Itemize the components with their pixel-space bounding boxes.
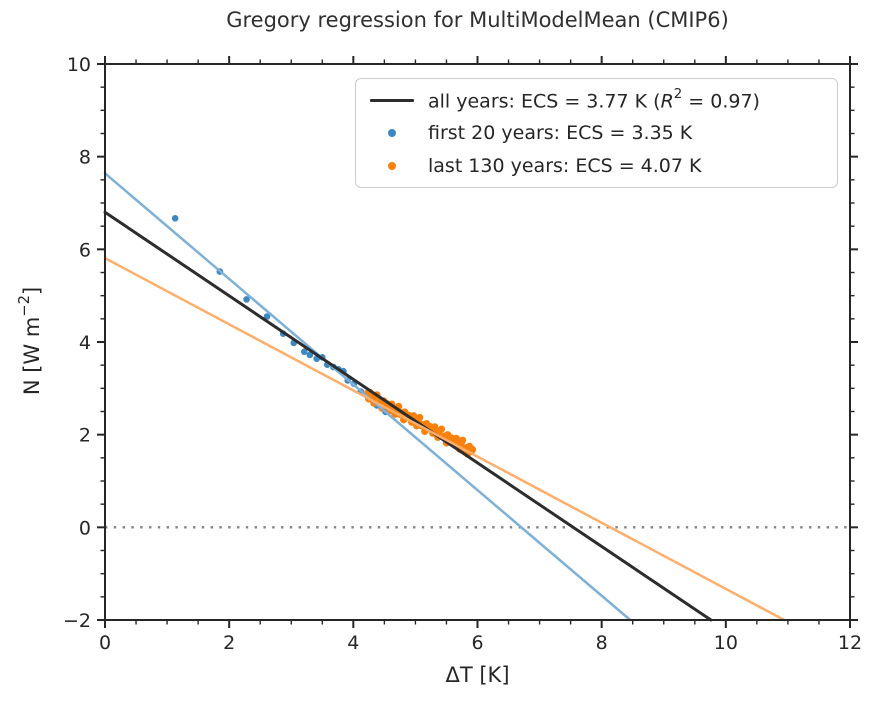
legend-item-last-130-years: last 130 years: ECS = 4.07 K xyxy=(356,149,837,182)
black-line-swatch-icon xyxy=(356,98,428,102)
legend-item-first-20-years: first 20 years: ECS = 3.35 K xyxy=(356,117,837,150)
data-point xyxy=(437,425,446,433)
data-point xyxy=(431,423,439,431)
data-point xyxy=(263,313,271,320)
y-tick-label: 8 xyxy=(79,147,91,169)
y-tick-label: 4 xyxy=(79,332,91,354)
x-tick-label: 6 xyxy=(471,632,483,654)
data-point xyxy=(300,348,308,356)
y-tick-label: 2 xyxy=(79,425,91,447)
regression-line-all-years xyxy=(103,210,713,622)
x-tick-label: 4 xyxy=(347,632,359,654)
orange-dot-swatch-icon xyxy=(356,161,428,170)
scatter-first-20-years xyxy=(171,214,389,416)
y-tick-label: 0 xyxy=(79,517,91,539)
data-point xyxy=(459,436,467,444)
legend-label-first-20-years: first 20 years: ECS = 3.35 K xyxy=(428,122,693,144)
regression-line-last-130-years xyxy=(103,256,786,622)
y-tick-label: 6 xyxy=(79,239,91,261)
y-tick-label: 10 xyxy=(67,54,91,76)
data-point xyxy=(171,214,179,222)
chart-title: Gregory regression for MultiModelMean (C… xyxy=(226,8,729,32)
legend-item-all-years: all years: ECS = 3.77 K (R2 = 0.97) xyxy=(356,84,837,117)
dot-swatch xyxy=(388,129,396,137)
data-point xyxy=(416,413,424,422)
x-tick-label: 2 xyxy=(223,632,235,654)
line-swatch xyxy=(370,98,414,102)
legend-label-all-years: all years: ECS = 3.77 K (R2 = 0.97) xyxy=(428,86,760,112)
x-tick-label: 10 xyxy=(714,632,738,654)
blue-dot-swatch-icon xyxy=(356,129,428,137)
data-point xyxy=(468,445,477,454)
axis-ticks xyxy=(97,56,858,628)
tick-labels: 0 2 4 6 8 10 12 −2 0 2 4 6 8 10 xyxy=(63,54,862,654)
y-tick-label: −2 xyxy=(63,610,91,632)
x-tick-label: 0 xyxy=(99,632,111,654)
x-tick-label: 12 xyxy=(838,632,862,654)
x-tick-label: 8 xyxy=(596,632,608,654)
legend: all years: ECS = 3.77 K (R2 = 0.97) firs… xyxy=(355,78,838,188)
data-point xyxy=(306,351,314,359)
y-axis-label: N [W m−2] xyxy=(15,286,44,396)
legend-label-last-130-years: last 130 years: ECS = 4.07 K xyxy=(428,154,702,177)
x-axis-label: ΔT [K] xyxy=(445,663,510,687)
data-point xyxy=(243,296,250,303)
dot-swatch xyxy=(388,161,396,170)
data-point xyxy=(452,434,460,442)
